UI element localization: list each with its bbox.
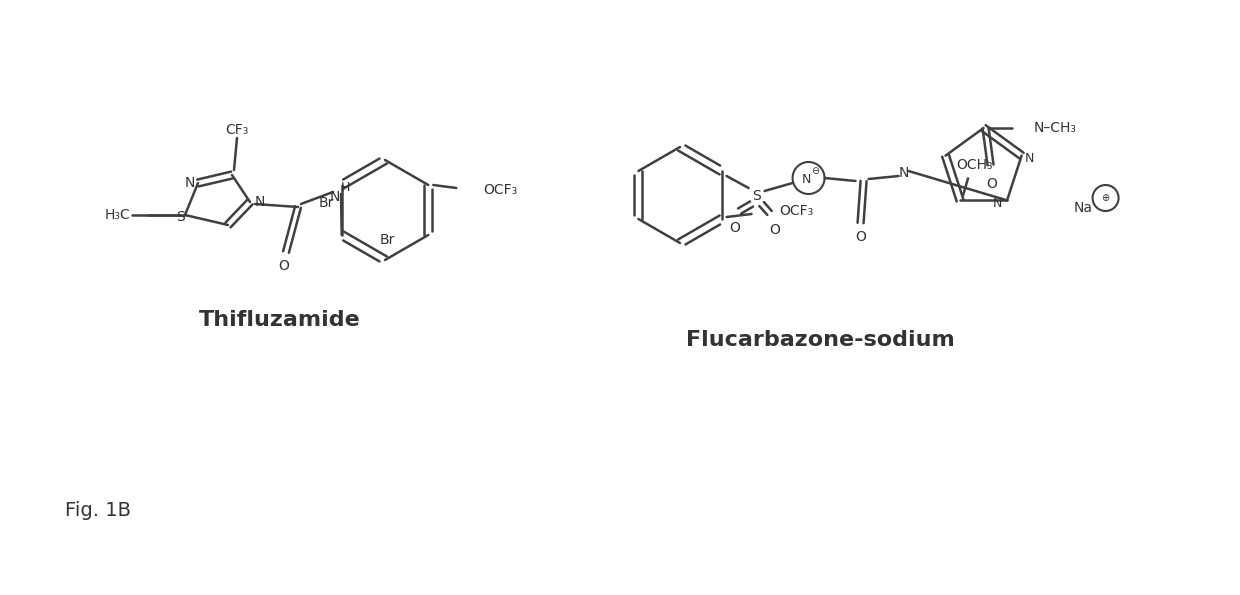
Text: N: N bbox=[185, 176, 195, 190]
Text: Br: Br bbox=[379, 233, 394, 247]
Text: ⊖: ⊖ bbox=[811, 166, 820, 176]
Text: Fig. 1B: Fig. 1B bbox=[64, 500, 131, 519]
Text: S: S bbox=[753, 189, 761, 203]
Text: N: N bbox=[802, 173, 811, 186]
Text: OCF₃: OCF₃ bbox=[780, 204, 813, 218]
Text: O: O bbox=[769, 223, 780, 237]
Text: S: S bbox=[176, 210, 185, 224]
Text: O: O bbox=[856, 230, 866, 244]
Text: CF₃: CF₃ bbox=[226, 123, 249, 137]
Text: H₃C: H₃C bbox=[104, 208, 130, 222]
Text: O: O bbox=[986, 177, 997, 191]
Text: Br: Br bbox=[319, 196, 335, 210]
Text: N: N bbox=[1025, 152, 1034, 165]
Text: ⊕: ⊕ bbox=[1101, 193, 1110, 203]
Text: N: N bbox=[330, 190, 340, 204]
Text: N: N bbox=[899, 166, 909, 180]
Text: Flucarbazone-sodium: Flucarbazone-sodium bbox=[686, 330, 955, 350]
Text: N: N bbox=[992, 197, 1002, 210]
Text: OCF₃: OCF₃ bbox=[484, 183, 517, 197]
Text: OCH₃: OCH₃ bbox=[957, 158, 993, 173]
Text: H: H bbox=[340, 180, 350, 193]
Text: O: O bbox=[729, 221, 740, 235]
Text: N–CH₃: N–CH₃ bbox=[1034, 121, 1076, 135]
Text: N: N bbox=[254, 195, 265, 209]
Text: O: O bbox=[279, 259, 289, 273]
Text: Na: Na bbox=[1074, 201, 1094, 215]
Text: Thifluzamide: Thifluzamide bbox=[200, 310, 361, 330]
